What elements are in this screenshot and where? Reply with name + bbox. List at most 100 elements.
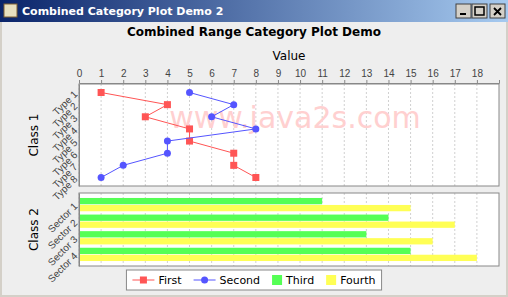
bar xyxy=(79,205,411,211)
x-tick: 17 xyxy=(450,68,462,83)
grid-line xyxy=(454,84,455,186)
window-button[interactable] xyxy=(456,4,471,18)
x-tick: 16 xyxy=(428,68,440,83)
point-marker xyxy=(208,113,215,120)
x-tick: 3 xyxy=(143,68,149,83)
point-marker xyxy=(252,174,259,181)
x-tick: 14 xyxy=(383,68,395,83)
x-tick-label: 14 xyxy=(383,68,395,79)
y-axis-title: Class 1 xyxy=(27,113,41,156)
chart-background xyxy=(2,22,506,295)
x-tick-label: 6 xyxy=(209,68,215,79)
x-tick-mark xyxy=(145,80,146,83)
x-tick-label: 17 xyxy=(450,68,462,79)
chart-title: Combined Range Category Plot Demo xyxy=(127,25,381,39)
series-line xyxy=(101,93,256,178)
legend-label: Third xyxy=(285,274,314,287)
x-tick: 2 xyxy=(121,68,127,83)
bar xyxy=(79,238,433,244)
y-tick: Sector 4 xyxy=(46,250,80,284)
x-tick: 13 xyxy=(361,68,373,83)
watermark: www.java2s.com xyxy=(169,100,421,135)
window-title: Combined Category Plot Demo 2 xyxy=(22,5,223,18)
point-marker xyxy=(98,89,105,96)
x-tick-label: 4 xyxy=(165,68,171,79)
grid-line xyxy=(476,84,477,186)
plot-frame xyxy=(79,193,499,266)
x-tick-mark xyxy=(101,80,102,83)
x-tick-label: 10 xyxy=(295,68,307,79)
legend-label: Second xyxy=(220,274,260,287)
x-tick-mark xyxy=(190,80,191,83)
series xyxy=(79,205,477,261)
plot-frame xyxy=(79,84,499,186)
x-axis-title: Value xyxy=(273,49,306,63)
x-tick-mark xyxy=(388,80,389,83)
x-tick-mark xyxy=(322,80,323,83)
point-marker xyxy=(142,113,149,120)
bar xyxy=(79,222,455,228)
legend-item: Second xyxy=(194,274,260,287)
grid-line xyxy=(101,84,102,186)
y-tick: Type 8 xyxy=(51,173,80,202)
x-tick-mark xyxy=(79,80,80,83)
x-tick: 12 xyxy=(339,68,351,83)
x-tick-label: 13 xyxy=(361,68,373,79)
legend-item: Fourth xyxy=(326,274,375,287)
point-marker xyxy=(230,150,237,157)
x-tick-mark xyxy=(411,80,412,83)
y-axis-title: Class 2 xyxy=(27,208,41,251)
x-tick-mark xyxy=(123,80,124,83)
bar xyxy=(79,198,322,204)
series xyxy=(98,89,260,181)
x-tick-mark xyxy=(234,80,235,83)
x-tick: 1 xyxy=(99,68,105,83)
window-button[interactable] xyxy=(490,4,505,18)
legend: First Second Third Fourth xyxy=(126,270,381,290)
grid-line xyxy=(123,84,124,186)
x-axis-line xyxy=(80,80,500,84)
plot-area xyxy=(79,84,499,186)
bar xyxy=(79,215,388,221)
x-tick-label: 12 xyxy=(339,68,351,79)
y-tick-label: Type 8 xyxy=(51,173,80,202)
x-tick: 11 xyxy=(317,68,328,83)
series-line xyxy=(101,93,256,178)
point-marker xyxy=(164,150,171,157)
grid-line xyxy=(145,84,146,186)
x-tick: 5 xyxy=(187,68,193,83)
point-marker xyxy=(186,125,193,132)
grid xyxy=(79,84,477,186)
x-tick-label: 15 xyxy=(406,68,418,79)
x-tick: 9 xyxy=(276,68,282,83)
legend-label: Fourth xyxy=(340,274,375,287)
x-tick: 15 xyxy=(406,68,418,83)
point-marker xyxy=(186,89,193,96)
point-marker xyxy=(230,101,237,108)
x-tick-mark xyxy=(212,80,213,83)
x-tick: 6 xyxy=(209,68,215,83)
bar xyxy=(79,255,477,261)
x-tick: 0 xyxy=(77,68,83,83)
series xyxy=(98,89,260,181)
x-tick-label: 11 xyxy=(317,68,328,79)
window-button[interactable] xyxy=(472,4,487,18)
point-marker xyxy=(230,162,237,169)
bar xyxy=(79,231,366,237)
data-group xyxy=(98,89,260,181)
point-marker xyxy=(120,162,127,169)
x-tick: 8 xyxy=(254,68,260,83)
chart-window: Combined Category Plot Demo 2 Combined Ra… xyxy=(0,0,508,297)
x-tick-mark xyxy=(167,80,168,83)
legend-item: First xyxy=(132,274,182,287)
grid xyxy=(79,193,477,266)
x-tick-label: 0 xyxy=(77,68,83,79)
point-marker xyxy=(98,174,105,181)
x-tick-label: 3 xyxy=(143,68,149,79)
bar xyxy=(79,248,411,254)
x-tick-mark xyxy=(433,80,434,83)
x-tick-label: 5 xyxy=(187,68,193,79)
x-tick-mark xyxy=(366,80,367,83)
x-tick-label: 1 xyxy=(99,68,105,79)
x-tick-label: 2 xyxy=(121,68,127,79)
